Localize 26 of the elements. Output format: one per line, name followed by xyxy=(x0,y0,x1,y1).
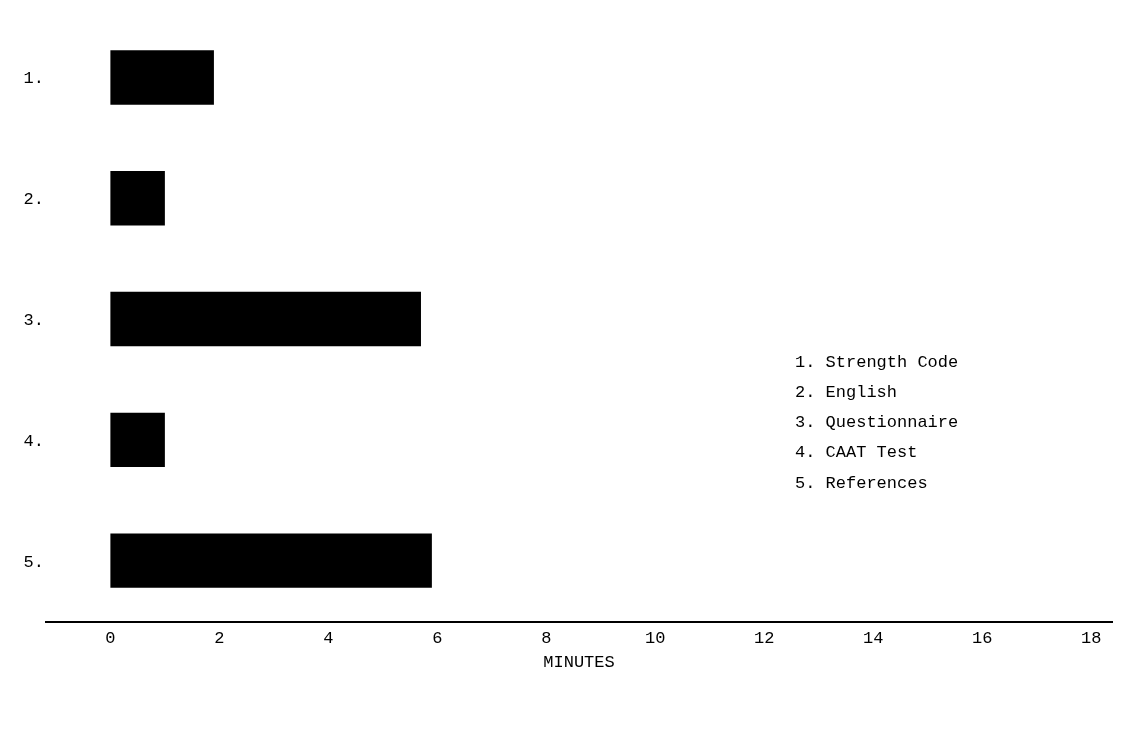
bar xyxy=(110,533,432,588)
annotation: 3. Questionnaire xyxy=(795,413,959,432)
bar xyxy=(110,412,165,467)
x-tick-label: 18 xyxy=(1081,629,1102,649)
x-tick-label: 8 xyxy=(541,629,552,649)
y-tick-label: 2. xyxy=(23,190,44,210)
y-tick-label: 1. xyxy=(23,69,44,89)
x-axis-title: MINUTES xyxy=(543,653,615,673)
x-tick-label: 0 xyxy=(105,629,116,649)
annotation: 4. CAAT Test xyxy=(795,443,918,462)
bar xyxy=(110,171,165,226)
y-tick-label: 5. xyxy=(23,552,44,572)
y-tick-label: 4. xyxy=(23,431,44,451)
annotation: 2. English xyxy=(795,383,898,402)
x-tick-label: 2 xyxy=(214,629,225,649)
annotation: 1. Strength Code xyxy=(795,353,959,372)
y-tick-label: 3. xyxy=(23,310,44,330)
x-tick-label: 10 xyxy=(645,629,666,649)
x-tick-label: 4 xyxy=(323,629,334,649)
x-tick-label: 6 xyxy=(432,629,443,649)
x-tick-label: 16 xyxy=(972,629,993,649)
x-tick-label: 12 xyxy=(754,629,775,649)
annotation: 5. References xyxy=(795,474,928,493)
x-tick-label: 14 xyxy=(863,629,884,649)
bar xyxy=(110,50,214,105)
bar xyxy=(110,291,421,347)
